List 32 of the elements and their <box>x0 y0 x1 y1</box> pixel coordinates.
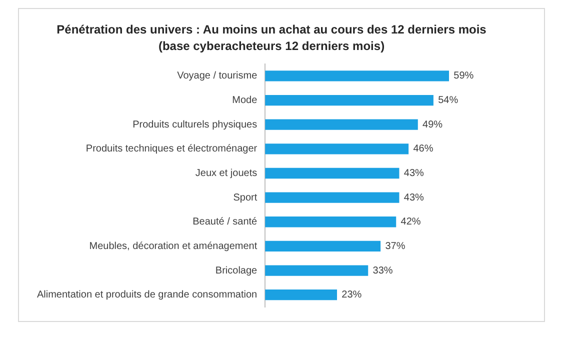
y-tick-label: Beauté / santé <box>192 216 258 228</box>
data-label: 37% <box>385 240 406 252</box>
bar <box>265 265 368 276</box>
y-tick-label: Produits culturels physiques <box>132 119 258 130</box>
data-label: 59% <box>454 70 474 82</box>
bar <box>265 94 434 106</box>
y-tick-label: Produits techniques et électroménager <box>86 144 258 155</box>
bar <box>265 119 418 130</box>
bar <box>265 70 449 82</box>
data-label: 43% <box>404 168 424 179</box>
y-tick-label: Voyage / tourisme <box>177 70 258 82</box>
chart-title: Pénétration des univers : Au moins un achat au cours des 12 derniers mois <box>56 22 487 37</box>
chart-subtitle: (base cyberacheteurs 12 derniers mois) <box>158 38 385 53</box>
data-label: 43% <box>404 192 424 204</box>
bar <box>265 144 409 154</box>
data-label: 33% <box>372 265 393 276</box>
data-label: 49% <box>422 119 443 130</box>
data-label: 54% <box>438 95 458 106</box>
y-tick-label: Sport <box>233 192 258 204</box>
y-tick-label: Bricolage <box>215 265 258 276</box>
data-label: 46% <box>413 144 434 155</box>
bar <box>265 216 396 228</box>
data-label: 42% <box>400 216 421 228</box>
bar <box>265 240 381 252</box>
y-tick-label: Mode <box>232 95 258 106</box>
data-label: 23% <box>342 290 362 301</box>
y-tick-label: Jeux et jouets <box>195 168 258 179</box>
bar <box>265 168 400 179</box>
bar <box>265 290 338 300</box>
y-tick-label: Meubles, décoration et aménagement <box>89 240 258 252</box>
bar <box>265 192 400 203</box>
y-tick-label: Alimentation et produits de grande consommation <box>36 290 258 301</box>
